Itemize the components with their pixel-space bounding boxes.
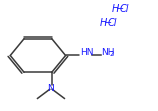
Text: NH: NH bbox=[101, 48, 115, 57]
Text: −: − bbox=[103, 18, 112, 28]
Text: H: H bbox=[112, 4, 120, 14]
Text: Cl: Cl bbox=[107, 18, 117, 28]
Text: H: H bbox=[100, 18, 107, 28]
Text: −: − bbox=[116, 4, 124, 14]
Text: N: N bbox=[48, 84, 54, 93]
Text: 2: 2 bbox=[110, 51, 114, 57]
Text: Cl: Cl bbox=[120, 4, 129, 14]
Text: HN: HN bbox=[81, 48, 94, 57]
